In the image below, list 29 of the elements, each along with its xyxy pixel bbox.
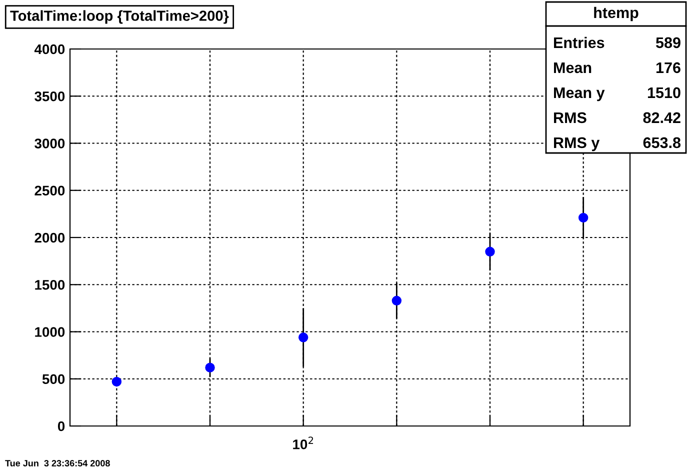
y-tick-label: 2500 [34, 186, 65, 196]
annotation: Mean y [554, 87, 605, 102]
point [112, 376, 122, 387]
y-tick-label: 1500 [35, 280, 65, 290]
text: 176 [656, 62, 680, 74]
y-tick-label: 1000 [35, 327, 65, 337]
text: Tue Jun 3 23:36:54 2008 [5, 460, 110, 466]
point [485, 246, 495, 256]
text: 653.8 [643, 137, 681, 148]
point [298, 332, 308, 342]
y-tick-label: 3000 [34, 138, 65, 148]
annotation: RMS [554, 112, 586, 124]
y-tick-label: 0 [58, 421, 65, 432]
text: 589 [656, 37, 680, 48]
point [392, 296, 402, 306]
y-tick-label: 4000 [34, 44, 65, 54]
text: 1510 [648, 87, 680, 98]
text: htemp [594, 6, 638, 22]
point [205, 362, 215, 372]
point [578, 212, 588, 223]
text: 10$^{2}$ [293, 436, 314, 450]
text: 82.42 [643, 112, 680, 124]
y-tick-label: 2000 [34, 232, 65, 243]
text: Entries [554, 36, 604, 48]
annotation: RMS y [554, 137, 600, 152]
chart-title: TotalTime:loop {TotalTime>200} [10, 10, 229, 24]
y-tick-label: 500 [42, 374, 65, 384]
y-tick-label: 3500 [34, 91, 65, 102]
annotation: Mean [554, 62, 592, 74]
